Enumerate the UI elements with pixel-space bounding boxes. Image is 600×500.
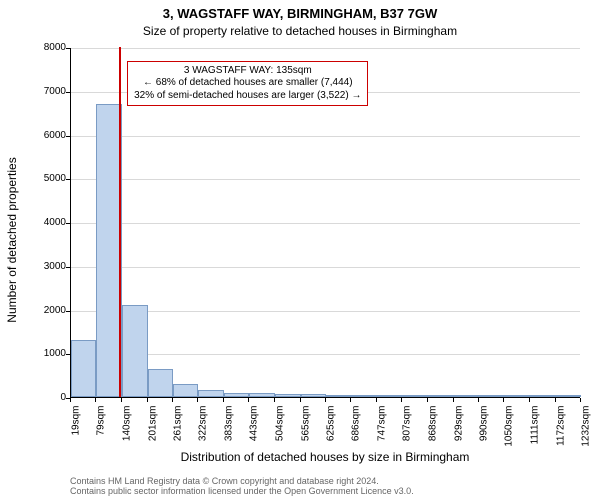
x-tick-label: 1172sqm [555,406,566,456]
gridline-h [71,179,580,180]
annotation-line: 32% of semi-detached houses are larger (… [134,90,361,103]
histogram-bar [454,395,480,397]
x-tick-label: 443sqm [249,406,260,456]
y-tick-mark [66,92,70,93]
x-tick-mark [223,398,224,402]
x-tick-label: 201sqm [147,406,158,456]
x-tick-mark [95,398,96,402]
attribution-line: Contains HM Land Registry data © Crown c… [70,476,580,486]
histogram-bar [479,395,504,397]
y-tick-label: 4000 [38,217,66,228]
histogram-bar [224,393,249,397]
gridline-h [71,48,580,49]
x-tick-label: 383sqm [224,406,235,456]
histogram-bar [377,395,402,397]
x-tick-mark [427,398,428,402]
x-tick-mark [248,398,249,402]
gridline-h [71,223,580,224]
histogram-bar [504,395,530,397]
y-tick-label: 0 [38,392,66,403]
x-tick-label: 19sqm [71,406,82,456]
x-tick-mark [401,398,402,402]
x-tick-label: 868sqm [427,406,438,456]
x-tick-label: 1111sqm [530,406,541,456]
histogram-bar [249,393,275,397]
y-tick-label: 8000 [38,42,66,53]
annotation-box: 3 WAGSTAFF WAY: 135sqm← 68% of detached … [127,61,368,107]
histogram-bar [556,395,581,397]
y-tick-mark [66,354,70,355]
x-tick-label: 990sqm [479,406,490,456]
x-tick-mark [274,398,275,402]
histogram-bar [326,395,352,397]
y-tick-label: 6000 [38,130,66,141]
property-marker-line [119,47,121,397]
x-tick-mark [197,398,198,402]
x-tick-label: 1050sqm [504,406,515,456]
y-tick-mark [66,48,70,49]
y-tick-mark [66,267,70,268]
x-tick-label: 261sqm [172,406,183,456]
y-tick-mark [66,223,70,224]
y-tick-mark [66,311,70,312]
x-tick-label: 79sqm [96,406,107,456]
y-axis-label: Number of detached properties [5,157,19,322]
x-tick-label: 929sqm [453,406,464,456]
histogram-bar [275,394,301,397]
x-tick-label: 625sqm [325,406,336,456]
x-tick-mark [529,398,530,402]
attribution-text: Contains HM Land Registry data © Crown c… [70,476,580,496]
x-tick-mark [325,398,326,402]
y-tick-label: 1000 [38,348,66,359]
y-tick-label: 3000 [38,261,66,272]
chart-title-line1: 3, WAGSTAFF WAY, BIRMINGHAM, B37 7GW [0,6,600,21]
x-tick-mark [555,398,556,402]
x-tick-label: 504sqm [274,406,285,456]
y-tick-mark [66,179,70,180]
x-tick-mark [503,398,504,402]
annotation-line: ← 68% of detached houses are smaller (7,… [134,77,361,90]
x-tick-label: 322sqm [198,406,209,456]
annotation-line: 3 WAGSTAFF WAY: 135sqm [134,65,361,78]
histogram-bar [428,395,454,397]
histogram-bar [122,305,148,397]
x-tick-label: 807sqm [402,406,413,456]
x-tick-mark [453,398,454,402]
plot-area: 3 WAGSTAFF WAY: 135sqm← 68% of detached … [70,48,580,398]
histogram-bar [148,369,173,397]
gridline-h [71,267,580,268]
histogram-bar [402,395,428,397]
chart-title-line2: Size of property relative to detached ho… [0,24,600,38]
x-axis-label: Distribution of detached houses by size … [70,450,580,464]
y-tick-label: 7000 [38,86,66,97]
x-tick-label: 1232sqm [581,406,592,456]
x-tick-mark [172,398,173,402]
x-tick-mark [580,398,581,402]
histogram-bar [301,394,326,397]
x-tick-mark [147,398,148,402]
x-tick-mark [350,398,351,402]
y-axis-label-wrap: Number of detached properties [2,0,22,440]
x-tick-label: 140sqm [121,406,132,456]
x-tick-mark [70,398,71,402]
y-tick-label: 2000 [38,305,66,316]
histogram-bar [530,395,556,397]
x-tick-label: 565sqm [300,406,311,456]
x-tick-label: 747sqm [377,406,388,456]
gridline-h [71,136,580,137]
y-tick-label: 5000 [38,173,66,184]
x-tick-mark [121,398,122,402]
histogram-bar [173,384,199,397]
histogram-bar [71,340,96,397]
x-tick-label: 686sqm [351,406,362,456]
y-tick-mark [66,136,70,137]
attribution-line: Contains public sector information licen… [70,486,580,496]
chart-container: 3, WAGSTAFF WAY, BIRMINGHAM, B37 7GW Siz… [0,0,600,500]
x-tick-mark [376,398,377,402]
histogram-bar [198,390,224,397]
x-tick-mark [478,398,479,402]
x-tick-mark [300,398,301,402]
histogram-bar [351,395,377,397]
